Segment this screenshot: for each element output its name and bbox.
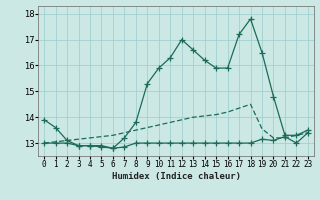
X-axis label: Humidex (Indice chaleur): Humidex (Indice chaleur) — [111, 172, 241, 181]
